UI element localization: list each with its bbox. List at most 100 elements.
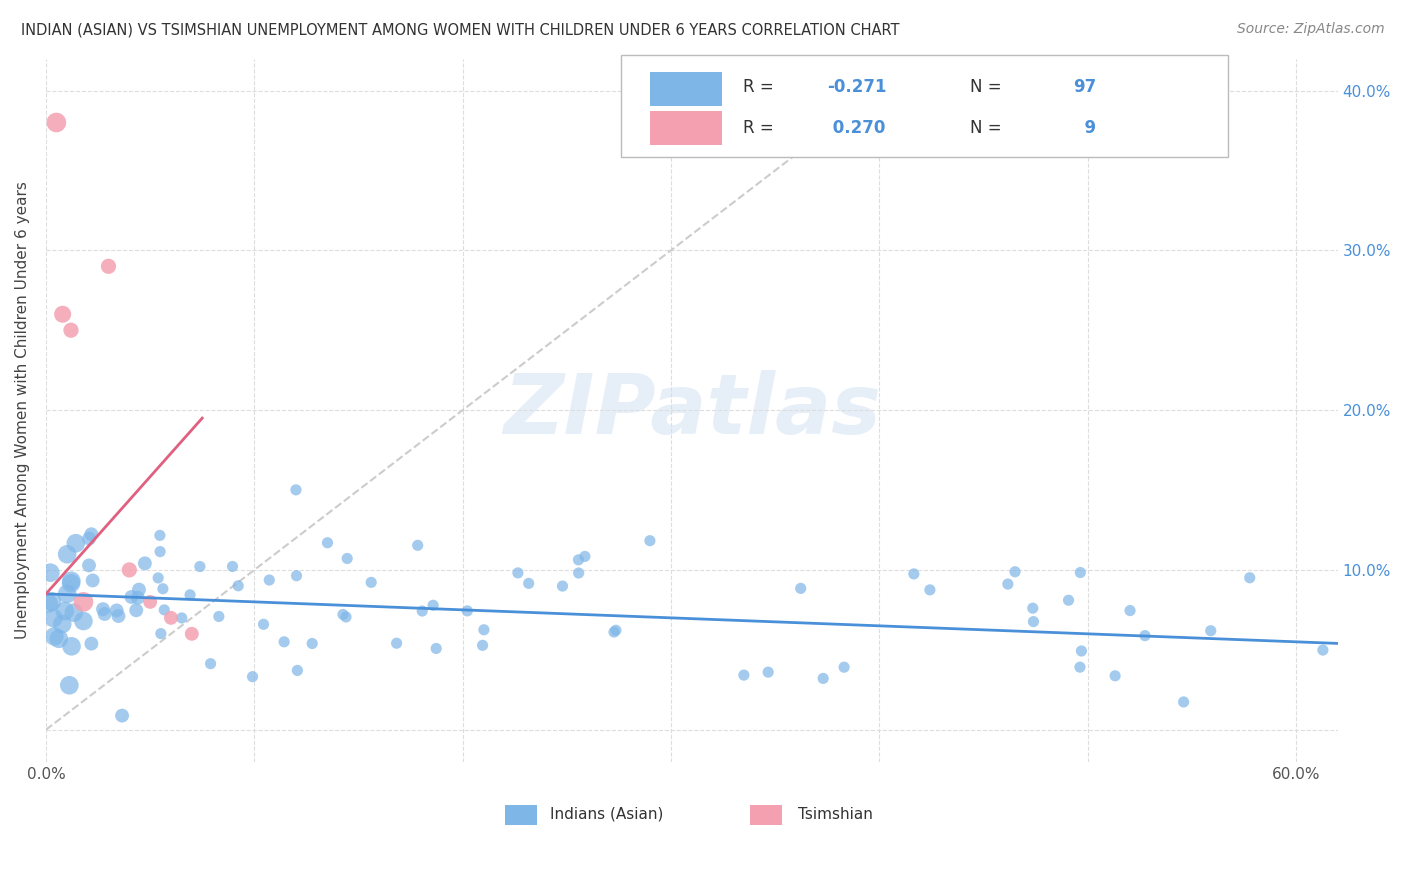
Point xyxy=(107,609,129,624)
Point xyxy=(1239,571,1261,585)
Point xyxy=(422,599,444,613)
Point xyxy=(153,603,176,617)
Point xyxy=(832,660,855,674)
Point xyxy=(51,617,73,632)
Point xyxy=(188,559,211,574)
Point xyxy=(425,641,447,656)
Point xyxy=(44,629,66,643)
Point xyxy=(574,549,596,564)
Point xyxy=(568,566,591,580)
Point xyxy=(903,566,925,581)
Point xyxy=(221,559,243,574)
Point xyxy=(42,611,65,625)
Point xyxy=(406,538,429,552)
Point xyxy=(139,595,162,609)
Point xyxy=(918,582,941,597)
Point xyxy=(82,574,104,588)
Point xyxy=(1173,695,1195,709)
FancyBboxPatch shape xyxy=(651,72,721,105)
Point xyxy=(242,670,264,684)
Point xyxy=(149,626,172,640)
Text: N =: N = xyxy=(970,120,1007,137)
Point xyxy=(41,594,63,608)
Point xyxy=(60,576,83,591)
Point xyxy=(1199,624,1222,638)
Point xyxy=(39,566,62,580)
Point xyxy=(152,582,174,596)
Y-axis label: Unemployment Among Women with Children Under 6 years: Unemployment Among Women with Children U… xyxy=(15,181,30,639)
Point xyxy=(603,625,626,640)
Point xyxy=(146,571,169,585)
Text: Indians (Asian): Indians (Asian) xyxy=(550,807,664,822)
Point xyxy=(180,627,202,641)
Point xyxy=(105,603,128,617)
Text: 97: 97 xyxy=(1073,78,1097,96)
Point xyxy=(411,604,433,618)
Text: Source: ZipAtlas.com: Source: ZipAtlas.com xyxy=(1237,22,1385,37)
Point xyxy=(1069,566,1091,580)
Point xyxy=(360,575,382,590)
Point xyxy=(120,590,142,604)
Point xyxy=(385,636,408,650)
Point xyxy=(1057,593,1080,607)
Point xyxy=(56,587,79,601)
Text: ZIPatlas: ZIPatlas xyxy=(503,369,880,450)
Point xyxy=(471,638,494,652)
Point xyxy=(733,668,755,682)
Point xyxy=(45,115,67,129)
Point xyxy=(1104,669,1126,683)
Point xyxy=(93,607,115,621)
Point xyxy=(472,623,495,637)
FancyBboxPatch shape xyxy=(505,805,537,825)
Point xyxy=(179,588,201,602)
Point xyxy=(80,637,103,651)
Text: 9: 9 xyxy=(1073,120,1095,137)
Point xyxy=(60,574,83,588)
Point xyxy=(1022,601,1045,615)
FancyBboxPatch shape xyxy=(651,112,721,145)
Point xyxy=(52,307,75,321)
Point xyxy=(97,260,120,274)
Point xyxy=(638,533,661,548)
Point xyxy=(149,544,172,558)
Point xyxy=(80,527,103,541)
Point xyxy=(756,665,779,680)
Point xyxy=(38,597,60,611)
Point xyxy=(65,536,87,550)
Point xyxy=(160,611,183,625)
Point xyxy=(252,617,274,632)
Point xyxy=(58,678,80,692)
Point xyxy=(1133,629,1156,643)
Point xyxy=(997,577,1019,591)
Point xyxy=(149,528,172,542)
Point xyxy=(72,595,94,609)
Point xyxy=(170,611,193,625)
Point xyxy=(128,582,150,597)
Point xyxy=(60,640,83,654)
Point xyxy=(506,566,529,580)
Point xyxy=(111,708,134,723)
FancyBboxPatch shape xyxy=(749,805,782,825)
Point xyxy=(200,657,222,671)
Point xyxy=(284,483,307,497)
Point xyxy=(316,535,339,549)
Text: R =: R = xyxy=(744,120,779,137)
Point xyxy=(301,636,323,650)
Point xyxy=(226,579,249,593)
Point xyxy=(789,582,811,596)
Point xyxy=(1022,615,1045,629)
Text: R =: R = xyxy=(744,78,779,96)
Point xyxy=(335,610,357,624)
Point xyxy=(517,576,540,591)
Point xyxy=(259,573,281,587)
Point xyxy=(1069,660,1091,674)
Text: INDIAN (ASIAN) VS TSIMSHIAN UNEMPLOYMENT AMONG WOMEN WITH CHILDREN UNDER 6 YEARS: INDIAN (ASIAN) VS TSIMSHIAN UNEMPLOYMENT… xyxy=(21,22,900,37)
Point xyxy=(56,547,79,561)
Text: Tsimshian: Tsimshian xyxy=(797,807,873,822)
Point xyxy=(605,624,627,638)
Point xyxy=(551,579,574,593)
Point xyxy=(53,604,76,618)
Text: N =: N = xyxy=(970,78,1007,96)
Point xyxy=(567,553,589,567)
Point xyxy=(77,532,100,546)
